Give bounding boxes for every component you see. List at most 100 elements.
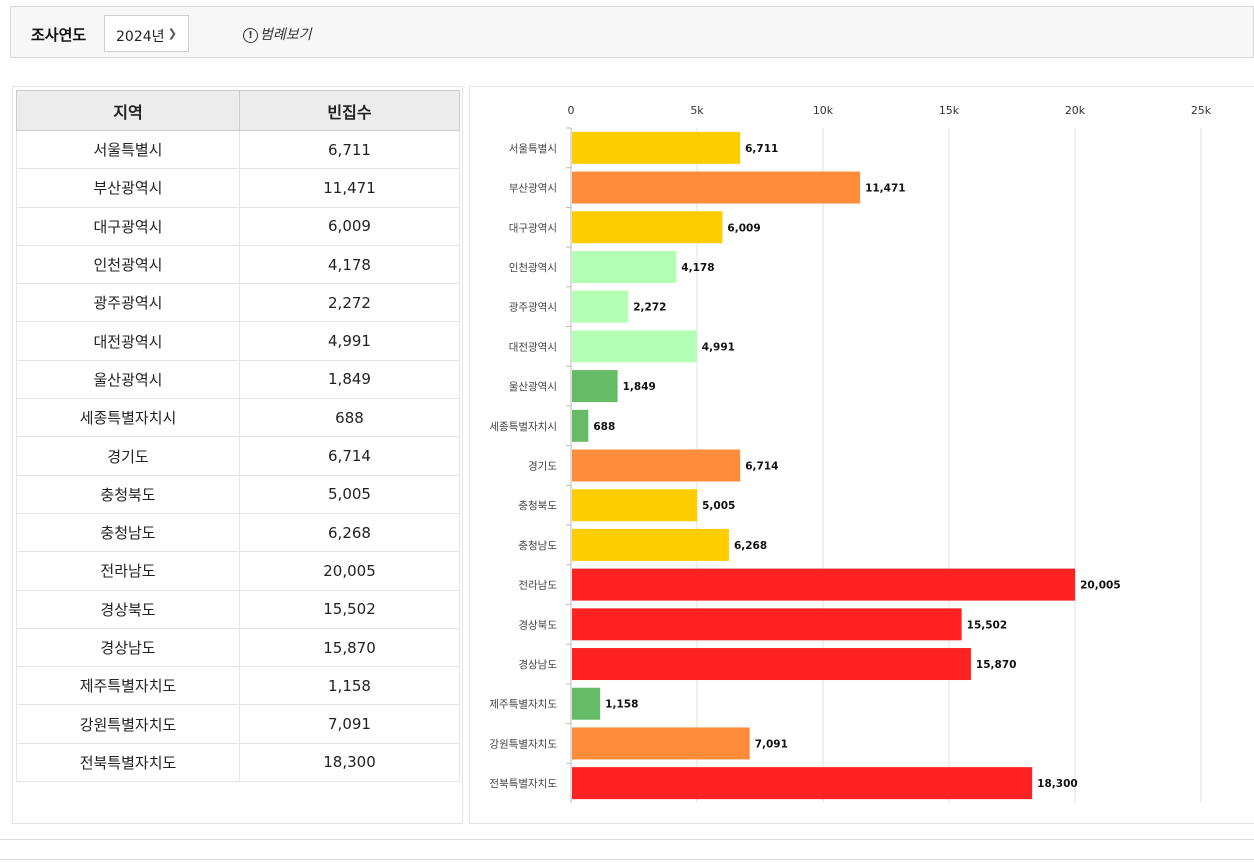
table-row: 경상남도 15,870	[16, 627, 460, 668]
x-tick-label: 25k	[1191, 104, 1212, 117]
region-cell: 제주특별자치도	[16, 666, 240, 706]
table-row: 세종특별자치시 688	[16, 398, 460, 438]
x-tick-label: 5k	[690, 104, 704, 117]
category-label: 인천광역시	[509, 262, 557, 274]
bar	[572, 250, 677, 283]
bar	[572, 330, 697, 363]
vacant-count-cell: 20,005	[239, 551, 460, 591]
region-cell: 전북특별자치도	[16, 742, 240, 783]
vacant-count-cell: 4,178	[239, 244, 460, 285]
table-row: 대전광역시 4,991	[16, 321, 460, 361]
data-label: 688	[593, 421, 615, 433]
column-header-vacant-houses: 빈집수	[239, 90, 460, 131]
vacant-count-cell: 15,870	[239, 627, 460, 668]
data-label: 5,005	[702, 500, 735, 512]
bar	[572, 648, 971, 681]
category-label: 울산광역시	[509, 381, 557, 393]
table-row: 울산광역시 1,849	[16, 359, 460, 400]
bar	[572, 131, 741, 164]
bar	[572, 489, 698, 522]
filter-toolbar: 조사연도 2024년 ❯ ! 범례보기	[10, 6, 1254, 58]
footer-divider-bottom	[0, 859, 1254, 860]
region-cell: 광주광역시	[16, 283, 240, 323]
category-label: 대전광역시	[509, 341, 557, 353]
legend-link[interactable]: ! 범례보기	[243, 24, 312, 44]
category-label: 부산광역시	[509, 183, 557, 195]
data-label: 1,849	[623, 381, 656, 393]
chart-panel	[469, 86, 1254, 824]
category-label: 전북특별자치도	[489, 778, 557, 790]
table-row: 경기도 6,714	[16, 436, 460, 476]
table-row: 경상북도 15,502	[16, 589, 460, 629]
region-cell: 부산광역시	[16, 168, 240, 208]
bar	[572, 687, 601, 720]
table-row: 강원특별자치도 7,091	[16, 704, 460, 744]
category-label: 광주광역시	[509, 302, 557, 314]
vacant-count-cell: 6,714	[239, 436, 460, 476]
bar	[572, 171, 861, 204]
vacant-count-cell: 1,158	[239, 666, 460, 706]
column-header-region: 지역	[16, 90, 240, 131]
data-label: 7,091	[755, 738, 788, 750]
region-cell: 대전광역시	[16, 321, 240, 361]
category-label: 제주특별자치도	[489, 699, 557, 711]
vacant-count-cell: 6,711	[239, 129, 460, 170]
vacant-count-cell: 7,091	[239, 704, 460, 744]
data-label: 2,272	[633, 302, 666, 314]
data-label: 6,711	[745, 143, 778, 155]
data-label: 4,178	[681, 262, 714, 274]
table-row: 서울특별시 6,711	[16, 129, 460, 170]
region-cell: 충청남도	[16, 512, 240, 553]
region-cell: 경상북도	[16, 589, 240, 629]
bar	[572, 608, 962, 641]
vacant-count-cell: 5,005	[239, 474, 460, 514]
data-label: 11,471	[865, 183, 906, 195]
region-cell: 강원특별자치도	[16, 704, 240, 744]
bar	[572, 449, 741, 482]
year-label: 조사연도	[31, 26, 87, 44]
data-label: 4,991	[702, 341, 735, 353]
year-select[interactable]: 2024년 ❯	[104, 15, 189, 52]
vacant-count-cell: 1,849	[239, 359, 460, 400]
table-row: 부산광역시 11,471	[16, 168, 460, 208]
footer-divider	[0, 839, 1254, 840]
data-label: 15,502	[967, 619, 1008, 631]
region-cell: 충청북도	[16, 474, 240, 514]
category-label: 충청북도	[518, 500, 557, 512]
vacant-count-cell: 2,272	[239, 283, 460, 323]
table-row: 전북특별자치도 18,300	[16, 742, 460, 783]
bar	[572, 767, 1033, 800]
data-label: 1,158	[605, 699, 638, 711]
region-cell: 경기도	[16, 436, 240, 476]
vacant-count-cell: 6,268	[239, 512, 460, 553]
data-label: 6,268	[734, 540, 767, 552]
table-row: 광주광역시 2,272	[16, 283, 460, 323]
data-label: 6,009	[727, 222, 760, 234]
vacant-count-cell: 4,991	[239, 321, 460, 361]
table-row: 제주특별자치도 1,158	[16, 666, 460, 706]
region-cell: 경상남도	[16, 627, 240, 668]
vacant-count-cell: 688	[239, 398, 460, 438]
x-tick-label: 20k	[1065, 104, 1086, 117]
category-label: 서울특별시	[509, 143, 557, 155]
table-panel	[12, 86, 463, 824]
region-cell: 인천광역시	[16, 244, 240, 285]
category-label: 대구광역시	[509, 222, 557, 234]
vacant-count-cell: 15,502	[239, 589, 460, 629]
bar	[572, 290, 629, 323]
vacant-count-cell: 6,009	[239, 206, 460, 246]
legend-link-label: 범례보기	[260, 27, 312, 43]
data-label: 6,714	[745, 461, 778, 473]
category-label: 경상북도	[518, 618, 557, 631]
category-label: 경상남도	[518, 658, 557, 671]
table-header-row: 지역 빈집수	[16, 90, 460, 131]
region-cell: 세종특별자치시	[16, 398, 240, 438]
bar	[572, 370, 618, 403]
vacant-count-cell: 11,471	[239, 168, 460, 208]
region-cell: 울산광역시	[16, 359, 240, 400]
table-body: 서울특별시 6,711 부산광역시 11,471 대구광역시 6,009 인천광역시 4,17…	[16, 129, 460, 783]
data-label: 15,870	[976, 659, 1017, 671]
bar-chart: 0 5k 10k 15k 20k 25k 서울특별시 6,711 부산광역시 11,471 대구광역…	[489, 104, 1212, 803]
category-label: 강원특별자치도	[489, 738, 557, 750]
category-label: 경기도	[528, 460, 557, 473]
